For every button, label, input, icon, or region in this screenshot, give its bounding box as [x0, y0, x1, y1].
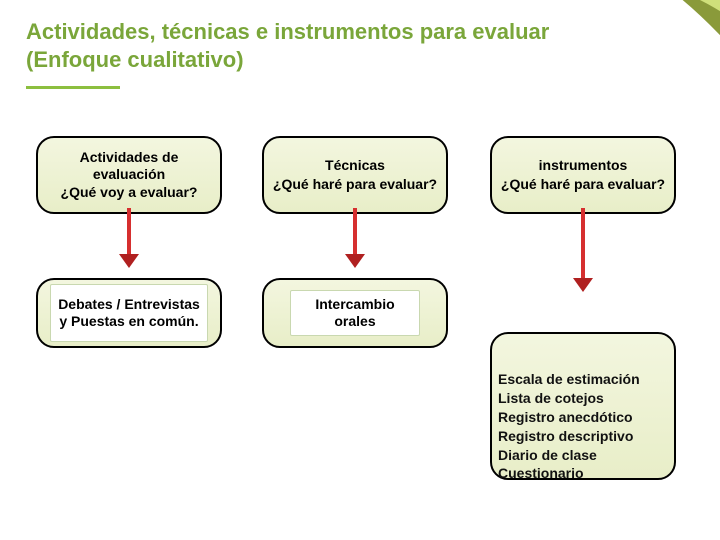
techniques-question: ¿Qué haré para evaluar?	[273, 176, 437, 193]
arrow-techniques	[345, 208, 365, 268]
instruments-label: instrumentos	[539, 157, 628, 174]
box-instruments-header: instrumentos ¿Qué haré para evaluar?	[490, 136, 676, 214]
instrument-item: Diario de clase	[498, 446, 640, 465]
page-title: Actividades, técnicas e instrumentos par…	[26, 18, 586, 73]
instrument-item: Lista de cotejos	[498, 389, 640, 408]
instruments-question: ¿Qué haré para evaluar?	[501, 176, 665, 193]
activities-content-text: Debates / Entrevistas y Puestas en común…	[50, 284, 208, 342]
instrument-item: Registro descriptivo	[498, 427, 640, 446]
arrow-activities	[119, 208, 139, 268]
instrument-item: Escala de estimación	[498, 370, 640, 389]
box-techniques-header: Técnicas ¿Qué haré para evaluar?	[262, 136, 448, 214]
instrument-item: Cuestionario	[498, 464, 640, 483]
instrument-item: Registro anecdótico	[498, 408, 640, 427]
arrow-instruments	[573, 208, 593, 292]
title-underline	[26, 86, 120, 89]
techniques-label: Técnicas	[325, 157, 385, 174]
activities-label: Actividades de evaluación	[46, 149, 212, 183]
activities-question: ¿Qué voy a evaluar?	[61, 184, 198, 201]
instruments-list: Escala de estimaciónLista de cotejosRegi…	[498, 370, 640, 483]
box-activities-header: Actividades de evaluación ¿Qué voy a eva…	[36, 136, 222, 214]
techniques-content-text: Intercambio orales	[290, 290, 420, 336]
